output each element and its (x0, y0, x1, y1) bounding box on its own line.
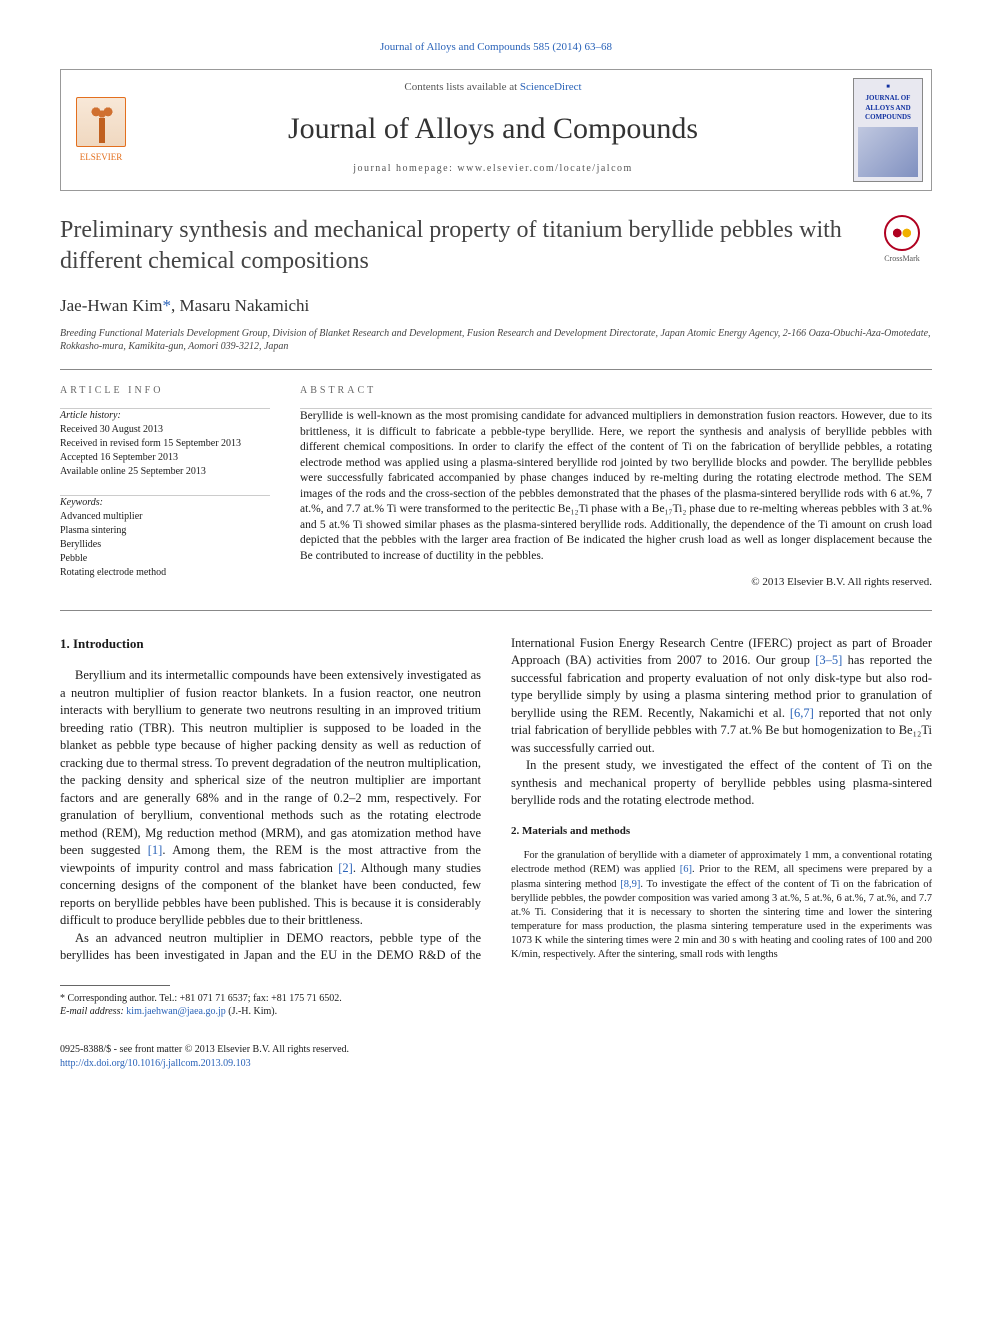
divider (60, 369, 932, 370)
meta-row: article info Article history: Received 3… (60, 384, 932, 590)
keyword: Pebble (60, 552, 270, 566)
body-text: . To investigate the effect of the conte… (511, 879, 932, 961)
citation-link[interactable]: [2] (338, 861, 353, 875)
cover-title: JOURNAL OF ALLOYS AND COMPOUNDS (858, 94, 918, 123)
section-heading-2: 2. Materials and methods (511, 824, 932, 839)
journal-name: Journal of Alloys and Compounds (141, 108, 845, 150)
footnote-email-line: E-mail address: kim.jaehwan@jaea.go.jp (… (60, 1005, 932, 1019)
abstract-label: abstract (300, 384, 932, 398)
citation-link[interactable]: [8,9] (620, 879, 640, 890)
history-item: Available online 25 September 2013 (60, 465, 270, 479)
cover-mark: ■ (858, 83, 918, 91)
cover-art (858, 127, 918, 177)
doi-link[interactable]: http://dx.doi.org/10.1016/j.jallcom.2013… (60, 1058, 251, 1069)
citation-link[interactable]: [6] (680, 864, 692, 875)
email-label: E-mail address: (60, 1006, 126, 1017)
keywords-heading: Keywords: (60, 496, 270, 510)
article-info-label: article info (60, 384, 270, 398)
citation-link[interactable]: [6,7] (790, 706, 814, 720)
article-history: Article history: Received 30 August 2013… (60, 409, 270, 479)
citation-line: Journal of Alloys and Compounds 585 (201… (60, 40, 932, 55)
citation-link[interactable]: [1] (148, 843, 163, 857)
abstract-text: Beryllide is well-known as the most prom… (300, 409, 932, 564)
article-info-column: article info Article history: Received 3… (60, 384, 270, 590)
corresponding-author-link[interactable]: * (162, 296, 171, 315)
body-text: Beryllium and its intermetallic compound… (60, 668, 481, 857)
front-matter-line: 0925-8388/$ - see front matter © 2013 El… (60, 1043, 349, 1057)
sciencedirect-link[interactable]: ScienceDirect (520, 81, 582, 93)
publisher-name: ELSEVIER (80, 151, 123, 164)
keywords-block: Keywords: Advanced multiplier Plasma sin… (60, 496, 270, 580)
section-heading-1: 1. Introduction (60, 635, 481, 653)
footer-left: 0925-8388/$ - see front matter © 2013 El… (60, 1043, 349, 1071)
affiliation: Breeding Functional Materials Developmen… (60, 327, 932, 353)
title-row: Preliminary synthesis and mechanical pro… (60, 215, 932, 277)
article-title: Preliminary synthesis and mechanical pro… (60, 215, 852, 277)
keyword: Rotating electrode method (60, 566, 270, 580)
contents-prefix: Contents lists available at (404, 81, 519, 93)
divider (60, 610, 932, 611)
journal-homepage: journal homepage: www.elsevier.com/locat… (141, 162, 845, 176)
author-1: Jae-Hwan Kim (60, 296, 162, 315)
contents-available: Contents lists available at ScienceDirec… (141, 80, 845, 95)
crossmark-icon (884, 215, 920, 251)
keyword: Beryllides (60, 538, 270, 552)
header-center: Contents lists available at ScienceDirec… (141, 70, 845, 190)
crossmark-label: CrossMark (884, 254, 920, 263)
citation-link[interactable]: [3–5] (815, 653, 842, 667)
authors: Jae-Hwan Kim*, Masaru Nakamichi (60, 294, 932, 318)
paragraph: For the granulation of beryllide with a … (511, 849, 932, 962)
history-item: Accepted 16 September 2013 (60, 451, 270, 465)
email-link[interactable]: kim.jaehwan@jaea.go.jp (126, 1006, 225, 1017)
crossmark-badge[interactable]: CrossMark (872, 215, 932, 264)
article-body: 1. Introduction Beryllium and its interm… (60, 635, 932, 965)
footnote-line: * Corresponding author. Tel.: +81 071 71… (60, 992, 932, 1006)
paragraph: Beryllium and its intermetallic compound… (60, 667, 481, 930)
abstract-column: abstract Beryllide is well-known as the … (300, 384, 932, 590)
elsevier-tree-icon (76, 97, 126, 147)
history-item: Received in revised form 15 September 20… (60, 437, 270, 451)
abstract-copyright: © 2013 Elsevier B.V. All rights reserved… (300, 575, 932, 590)
publisher-logo: ELSEVIER (61, 70, 141, 190)
keyword: Advanced multiplier (60, 510, 270, 524)
email-suffix: (J.-H. Kim). (226, 1006, 277, 1017)
page-footer: 0925-8388/$ - see front matter © 2013 El… (60, 1037, 932, 1071)
author-2: , Masaru Nakamichi (171, 296, 309, 315)
keyword: Plasma sintering (60, 524, 270, 538)
journal-cover-thumbnail: ■ JOURNAL OF ALLOYS AND COMPOUNDS (853, 78, 923, 182)
paragraph: In the present study, we investigated th… (511, 757, 932, 810)
history-item: Received 30 August 2013 (60, 423, 270, 437)
history-heading: Article history: (60, 409, 270, 423)
corresponding-author-footnote: * Corresponding author. Tel.: +81 071 71… (60, 992, 932, 1019)
journal-header: ELSEVIER Contents lists available at Sci… (60, 69, 932, 191)
footnote-separator (60, 985, 170, 986)
